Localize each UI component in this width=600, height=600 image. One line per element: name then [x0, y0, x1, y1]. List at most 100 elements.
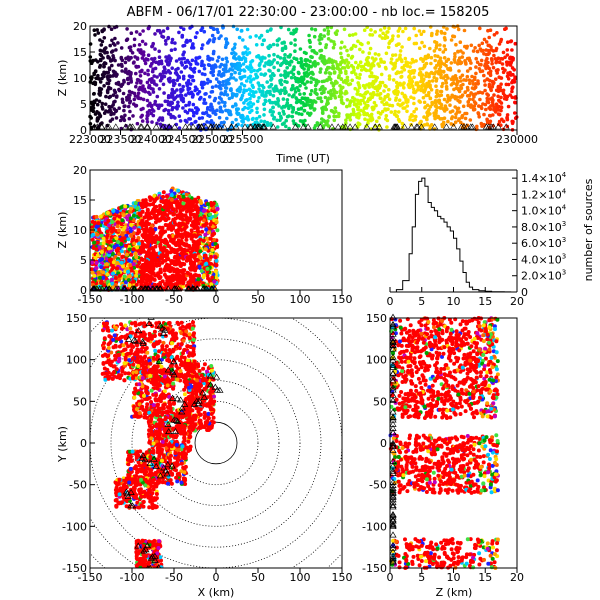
time-height-source-point: [393, 91, 398, 96]
time-height-source-point: [432, 72, 437, 76]
time-height-source-point: [102, 64, 106, 69]
time-height-source-point: [327, 65, 332, 70]
x-z-source-point: [139, 276, 144, 281]
x-z-source-point: [155, 258, 160, 262]
time-height-source-point: [173, 47, 177, 52]
time-height-source-point: [486, 93, 491, 97]
time-height-source-point: [310, 49, 315, 53]
x-z-source-point: [210, 275, 215, 280]
x-z-source-point: [170, 273, 175, 278]
time-height-source-point: [315, 123, 320, 127]
x-z-source-point: [151, 202, 155, 206]
x-z-source-point: [175, 276, 180, 281]
time-height-source-point: [278, 118, 282, 122]
x-z-source-point: [147, 202, 152, 207]
time-height-source-point: [472, 100, 477, 104]
time-height-source-point: [176, 66, 180, 71]
x-z-source-point: [126, 269, 130, 274]
time-height-source-point: [257, 114, 262, 119]
time-height-ground-strike-marker: [414, 123, 422, 130]
time-height-source-point: [171, 83, 176, 88]
time-height-source-point: [117, 106, 121, 110]
x-z-source-point: [156, 262, 161, 267]
time-height-source-point: [210, 33, 215, 38]
time-height-source-point: [344, 58, 349, 62]
x-z-source-point: [109, 235, 114, 240]
time-height-source-point: [473, 46, 477, 50]
time-height-source-point: [449, 61, 454, 65]
time-height-source-point: [224, 37, 229, 41]
time-height-source-point: [391, 53, 395, 57]
time-height-source-point: [369, 28, 373, 32]
time-height-source-point: [417, 46, 422, 50]
x-z-source-point: [131, 279, 136, 284]
time-height-source-point: [285, 98, 290, 102]
time-height-source-point: [299, 101, 304, 105]
time-height-source-point: [285, 114, 290, 119]
time-height-source-point: [448, 110, 453, 114]
time-height-source-point: [329, 81, 334, 85]
time-height-source-point: [434, 113, 438, 117]
time-height-source-point: [331, 45, 336, 50]
time-height-source-point: [210, 107, 215, 112]
time-height-source-point: [244, 79, 249, 83]
time-height-source-point: [284, 71, 288, 75]
time-height-source-point: [94, 98, 99, 102]
time-height-source-point: [457, 117, 462, 121]
time-height-source-point: [505, 117, 510, 122]
time-height-ground-strike-marker: [228, 123, 236, 130]
time-height-source-point: [219, 74, 224, 78]
x-z-source-point: [171, 234, 175, 238]
time-height-source-point: [301, 96, 306, 101]
time-height-source-point: [284, 124, 288, 129]
time-height-source-point: [255, 106, 259, 111]
x-z-source-point: [168, 221, 173, 226]
time-height-source-point: [224, 86, 229, 90]
time-height-source-point: [213, 96, 218, 101]
time-height-source-point: [449, 38, 454, 42]
x-z-source-point: [127, 258, 132, 263]
time-height-source-point: [380, 36, 385, 40]
time-height-source-point: [427, 90, 431, 95]
time-height-source-point: [137, 43, 142, 47]
x-z-source-point: [90, 270, 95, 275]
x-z-source-point: [215, 207, 220, 212]
time-height-source-point: [320, 106, 324, 111]
time-height-source-point: [265, 80, 270, 84]
time-height-source-point: [486, 71, 491, 75]
time-height-source-point: [407, 74, 412, 79]
time-height-source-point: [512, 80, 517, 84]
time-height-source-point: [122, 78, 126, 83]
time-height-source-point: [249, 69, 253, 74]
x-z-source-point: [121, 264, 125, 269]
time-height-sources: [88, 24, 519, 132]
time-height-source-point: [235, 92, 239, 97]
x-z-source-point: [135, 264, 140, 269]
histogram-ytick-label: 2.0×103: [521, 269, 566, 283]
time-height-source-point: [225, 79, 229, 83]
time-height-source-point: [294, 29, 298, 34]
x-z-source-point: [204, 236, 209, 241]
time-height-source-point: [453, 120, 458, 124]
time-height-source-point: [197, 90, 202, 94]
x-z-source-point: [197, 217, 202, 222]
ytick-label: 10: [73, 224, 87, 237]
x-z-source-point: [167, 234, 172, 239]
time-height-source-point: [497, 98, 501, 103]
x-z-source-point: [179, 239, 184, 244]
time-height-source-point: [262, 102, 266, 107]
time-height-source-point: [370, 95, 375, 99]
x-z-source-point: [119, 249, 124, 254]
time-height-source-point: [285, 80, 289, 84]
x-z-source-point: [181, 222, 186, 227]
time-height-source-point: [484, 40, 489, 44]
x-z-source-point: [211, 272, 216, 277]
x-z-source-point: [145, 263, 150, 268]
x-z-source-point: [98, 258, 102, 263]
time-height-source-point: [287, 61, 291, 65]
time-height-source-point: [327, 77, 331, 81]
time-height-source-point: [208, 114, 212, 118]
time-height-source-point: [510, 119, 514, 124]
histogram-ytick-label: 6.0×103: [521, 236, 566, 250]
